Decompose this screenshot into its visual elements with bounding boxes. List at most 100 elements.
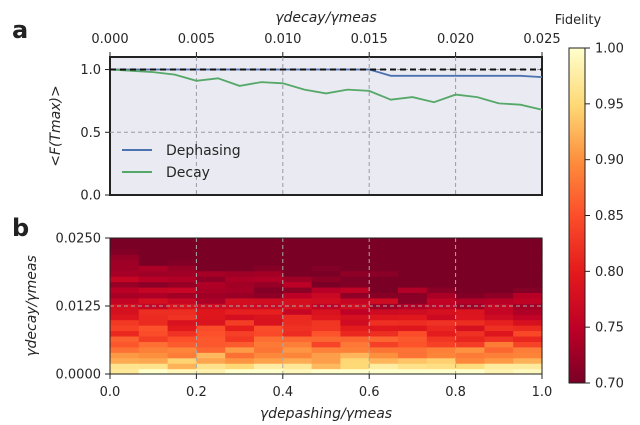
heatmap-cell	[455, 346, 485, 353]
heatmap-cell	[196, 270, 226, 277]
heatmap-cell	[254, 341, 284, 348]
panel-b-grid	[110, 238, 542, 374]
heatmap-cell	[138, 292, 169, 299]
heatmap-cell	[398, 259, 428, 266]
heatmap-cell	[196, 335, 226, 342]
heatmap-cell	[196, 352, 226, 359]
heatmap-cell	[455, 243, 485, 250]
heatmap-cell	[455, 314, 485, 321]
heatmap-cell	[282, 259, 313, 266]
heatmap-cell	[340, 319, 370, 326]
heatmap-cell	[398, 276, 428, 283]
panel-b-y-tick-label: 0.0000	[56, 368, 102, 383]
heatmap-cell	[167, 319, 197, 326]
heatmap-cell	[254, 281, 284, 288]
heatmap-cell	[254, 352, 284, 359]
heatmap-cell	[426, 308, 457, 315]
heatmap-cell	[455, 330, 485, 337]
heatmap-cell	[426, 314, 457, 321]
colorbar-ticks: 0.70 0.75 0.80 0.85 0.90 0.95 1.00	[585, 42, 624, 392]
heatmap-cell	[311, 330, 341, 337]
heatmap-cell	[484, 243, 514, 250]
heatmap-cell	[138, 281, 169, 288]
heatmap-cell	[369, 238, 399, 245]
heatmap-cell	[398, 341, 428, 348]
heatmap-cell	[398, 330, 428, 337]
heatmap-cell	[369, 314, 399, 321]
heatmap-cell	[426, 259, 457, 266]
heatmap-cell	[282, 352, 313, 359]
heatmap-cell	[254, 319, 284, 326]
heatmap-cell	[110, 330, 140, 337]
panel-a-x-tick-label: 0.025	[523, 32, 560, 47]
heatmap-cell	[369, 363, 399, 370]
heatmap-cell	[369, 357, 399, 364]
panel-b-x-tick-label: 1.0	[532, 385, 553, 400]
heatmap-cell	[110, 352, 140, 359]
heatmap-cell	[311, 352, 341, 359]
heatmap-cell	[369, 346, 399, 353]
panel-b-label: b	[12, 214, 29, 242]
heatmap-cell	[484, 238, 514, 245]
heatmap-cell	[311, 346, 341, 353]
panel-b-x-label: γdepashing/γmeas	[260, 406, 392, 422]
panel-a-label: a	[12, 16, 28, 44]
heatmap-cell	[484, 357, 514, 364]
panel-b-x-tick-label: 0.4	[272, 385, 293, 400]
heatmap-cell	[254, 308, 284, 315]
heatmap-cell	[513, 238, 543, 245]
heatmap-cell	[282, 341, 313, 348]
heatmap-cell	[340, 270, 370, 277]
heatmap-cell	[513, 308, 543, 315]
heatmap-cell	[282, 297, 313, 304]
heatmap-cell	[311, 319, 341, 326]
panel-b-y-tick-label: 0.0125	[56, 300, 102, 315]
heatmap-cell	[225, 314, 255, 321]
heatmap-cell	[455, 308, 485, 315]
colorbar-title: Fidelity	[555, 13, 602, 28]
heatmap-cell	[282, 303, 313, 310]
heatmap-cell	[340, 292, 370, 299]
heatmap-cell	[513, 303, 543, 310]
heatmap-cell	[225, 325, 255, 332]
heatmap-cell	[426, 319, 457, 326]
heatmap-cell	[484, 335, 514, 342]
heatmap-cell	[455, 270, 485, 277]
heatmap-cell	[513, 352, 543, 359]
heatmap-cell	[311, 259, 341, 266]
heatmap-cell	[225, 297, 255, 304]
heatmap-cell	[311, 281, 341, 288]
heatmap-cell	[398, 319, 428, 326]
heatmap-cell	[138, 254, 169, 261]
heatmap-cell	[196, 308, 226, 315]
heatmap-cell	[484, 341, 514, 348]
heatmap-cell	[254, 357, 284, 364]
heatmap-cell	[138, 308, 169, 315]
heatmap-cell	[426, 325, 457, 332]
heatmap-cell	[138, 270, 169, 277]
heatmap-cell	[311, 308, 341, 315]
heatmap-cell	[138, 319, 169, 326]
heatmap-cell	[167, 357, 197, 364]
heatmap-cell	[311, 357, 341, 364]
heatmap-cell	[167, 292, 197, 299]
heatmap-cell	[138, 238, 169, 245]
heatmap-cell	[426, 368, 457, 375]
heatmap-cell	[398, 270, 428, 277]
heatmap-cell	[167, 265, 197, 272]
heatmap-cell	[484, 319, 514, 326]
panel-a-legend: Dephasing Decay	[122, 143, 241, 181]
heatmap-cell	[225, 308, 255, 315]
heatmap-cell	[196, 319, 226, 326]
heatmap-cell	[254, 335, 284, 342]
heatmap-cell	[311, 238, 341, 245]
heatmap-cell	[196, 238, 226, 245]
heatmap-cell	[513, 281, 543, 288]
heatmap-cell	[484, 325, 514, 332]
heatmap-cell	[513, 335, 543, 342]
heatmap-cell	[340, 243, 370, 250]
heatmap-cell	[254, 265, 284, 272]
heatmap-cell	[311, 341, 341, 348]
heatmap-cell	[196, 368, 226, 375]
